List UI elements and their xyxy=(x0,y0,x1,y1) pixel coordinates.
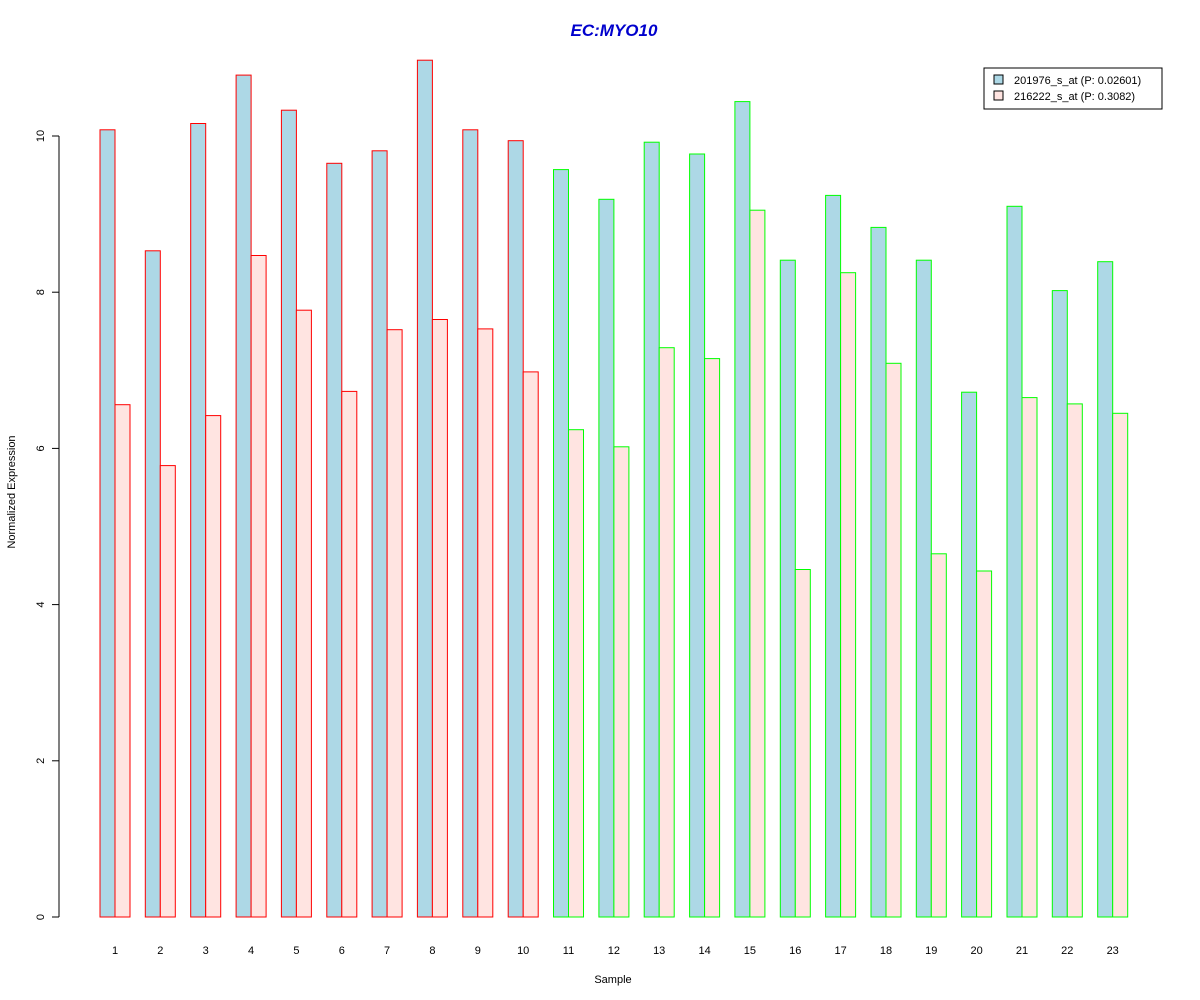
bar-sample-2-series-2 xyxy=(159,465,176,918)
x-axis-label: Sample xyxy=(594,974,631,986)
x-tick-label-20: 20 xyxy=(970,945,982,957)
legend: 201976_s_at (P: 0.02601) 216222_s_at (P:… xyxy=(983,67,1163,110)
x-tick-label-11: 11 xyxy=(563,945,574,957)
y-tick-label-10: 10 xyxy=(35,130,47,142)
y-tick-label-8: 8 xyxy=(35,289,47,295)
bar-sample-9-series-1 xyxy=(462,129,479,918)
y-axis-label: Normalized Expression xyxy=(6,435,18,548)
x-tick-label-13: 13 xyxy=(653,945,665,957)
x-tick-label-7: 7 xyxy=(384,945,390,957)
y-axis: 0 2 4 6 8 10 xyxy=(35,130,60,920)
x-tick-label-2: 2 xyxy=(157,945,163,957)
legend-label-series-2: 216222_s_at (P: 0.3082) xyxy=(1014,91,1135,103)
x-tick-label-9: 9 xyxy=(475,945,481,957)
bar-sample-2-series-1 xyxy=(144,250,161,918)
x-tick-label-22: 22 xyxy=(1061,945,1073,957)
y-tick-label-6: 6 xyxy=(35,445,47,451)
bar-sample-3-series-2 xyxy=(205,415,222,918)
bar-sample-20-series-1 xyxy=(961,391,978,918)
bar-sample-5-series-2 xyxy=(295,309,312,918)
bar-sample-11-series-2 xyxy=(568,429,584,918)
x-tick-label-5: 5 xyxy=(293,945,299,957)
bar-sample-18-series-1 xyxy=(870,226,887,918)
x-tick-label-15: 15 xyxy=(744,945,756,957)
x-tick-label-4: 4 xyxy=(248,945,254,957)
bar-sample-5-series-1 xyxy=(280,109,297,918)
bar-sample-8-series-1 xyxy=(416,59,433,918)
bar-sample-7-series-2 xyxy=(386,329,403,918)
y-tick-label-2: 2 xyxy=(35,758,47,764)
x-tick-label-16: 16 xyxy=(789,945,801,957)
x-tick-label-10: 10 xyxy=(517,945,529,957)
y-tick-label-0: 0 xyxy=(35,914,47,920)
bar-sample-14-series-1 xyxy=(689,153,706,918)
bar-sample-8-series-2 xyxy=(431,319,448,918)
bar-sample-3-series-1 xyxy=(190,123,207,918)
legend-swatch-series-2 xyxy=(993,90,1004,101)
legend-swatch-series-1 xyxy=(993,74,1004,85)
legend-box xyxy=(983,67,1163,110)
bar-sample-6-series-1 xyxy=(326,162,343,918)
x-tick-label-23: 23 xyxy=(1107,945,1119,957)
x-tick-label-6: 6 xyxy=(339,945,345,957)
bar-sample-23-series-2 xyxy=(1112,412,1129,918)
bar-sample-9-series-2 xyxy=(477,328,494,918)
x-tick-label-12: 12 xyxy=(608,945,620,957)
bar-sample-17-series-2 xyxy=(840,272,857,918)
legend-label-series-1: 201976_s_at (P: 0.02601) xyxy=(1014,75,1141,87)
bar-sample-6-series-2 xyxy=(341,390,358,918)
bar-sample-21-series-2 xyxy=(1021,397,1038,918)
bar-sample-4-series-1 xyxy=(235,74,252,918)
bar-sample-23-series-1 xyxy=(1097,261,1114,918)
bar-sample-14-series-2 xyxy=(704,358,721,918)
y-tick-label-4: 4 xyxy=(35,602,47,608)
bar-sample-12-series-1 xyxy=(598,198,615,918)
bar-sample-1-series-2 xyxy=(114,404,131,918)
bar-sample-15-series-2 xyxy=(749,209,766,918)
bar-sample-19-series-1 xyxy=(915,259,932,918)
bar-sample-12-series-2 xyxy=(613,446,630,918)
x-tick-label-1: 1 xyxy=(112,945,118,957)
bars-group xyxy=(99,59,1129,918)
bar-sample-1-series-1 xyxy=(99,129,116,918)
bar-sample-22-series-2 xyxy=(1066,403,1083,918)
x-tick-label-19: 19 xyxy=(925,945,937,957)
bar-sample-10-series-2 xyxy=(522,371,539,918)
bar-sample-7-series-1 xyxy=(371,150,388,918)
bar-sample-10-series-1 xyxy=(507,140,524,918)
bar-sample-17-series-1 xyxy=(825,194,842,918)
bar-sample-13-series-2 xyxy=(658,347,675,918)
x-tick-label-21: 21 xyxy=(1016,945,1028,957)
bar-sample-18-series-2 xyxy=(885,362,902,918)
bar-sample-20-series-2 xyxy=(976,570,993,918)
x-axis: 1 2 3 4 5 6 7 8 9 10 11 12 13 14 15 16 17 18 19 20 21 22 23 xyxy=(112,945,1119,957)
x-tick-label-3: 3 xyxy=(203,945,209,957)
bar-sample-4-series-2 xyxy=(250,255,267,918)
x-tick-label-14: 14 xyxy=(698,945,710,957)
bar-sample-13-series-1 xyxy=(643,141,660,918)
x-tick-label-8: 8 xyxy=(429,945,435,957)
bar-sample-16-series-1 xyxy=(779,259,796,918)
bar-sample-16-series-2 xyxy=(794,569,811,918)
x-tick-label-17: 17 xyxy=(834,945,846,957)
bar-sample-11-series-1 xyxy=(553,169,569,918)
x-tick-label-18: 18 xyxy=(880,945,892,957)
bar-sample-22-series-1 xyxy=(1051,290,1068,918)
bar-sample-15-series-1 xyxy=(734,101,751,918)
bar-sample-21-series-1 xyxy=(1006,205,1023,918)
chart-title: EC:MYO10 xyxy=(571,21,658,40)
bar-sample-19-series-2 xyxy=(930,553,947,918)
